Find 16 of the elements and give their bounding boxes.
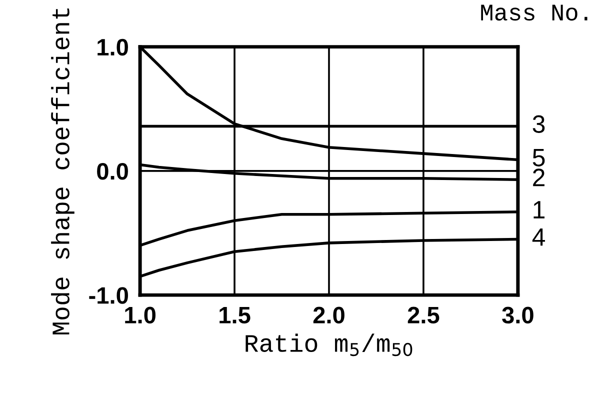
series-label: 1 xyxy=(534,201,544,218)
series-label: 3 xyxy=(532,115,545,133)
y-axis-title: Mode shape coefficient xyxy=(51,8,74,334)
x-tick-label: 3.0 xyxy=(502,306,534,324)
x-tick-label: 2.0 xyxy=(313,306,344,324)
x-tick-label: 1.0 xyxy=(125,306,156,324)
series-label: 4 xyxy=(532,228,545,246)
x-axis-title: Ratio m$_{5}$/m$_{50}$ xyxy=(246,334,412,356)
legend-title: Mass No. xyxy=(481,4,588,21)
y-tick-label: -1.0 xyxy=(89,287,128,304)
x-tick-label: 2.5 xyxy=(408,306,440,324)
y-tick-label: 1.0 xyxy=(98,38,128,56)
y-tick-label: 0.0 xyxy=(97,163,128,180)
series-label: 2 xyxy=(533,168,544,186)
x-tick-label: 1.5 xyxy=(220,307,250,324)
series-label: 5 xyxy=(532,149,545,166)
